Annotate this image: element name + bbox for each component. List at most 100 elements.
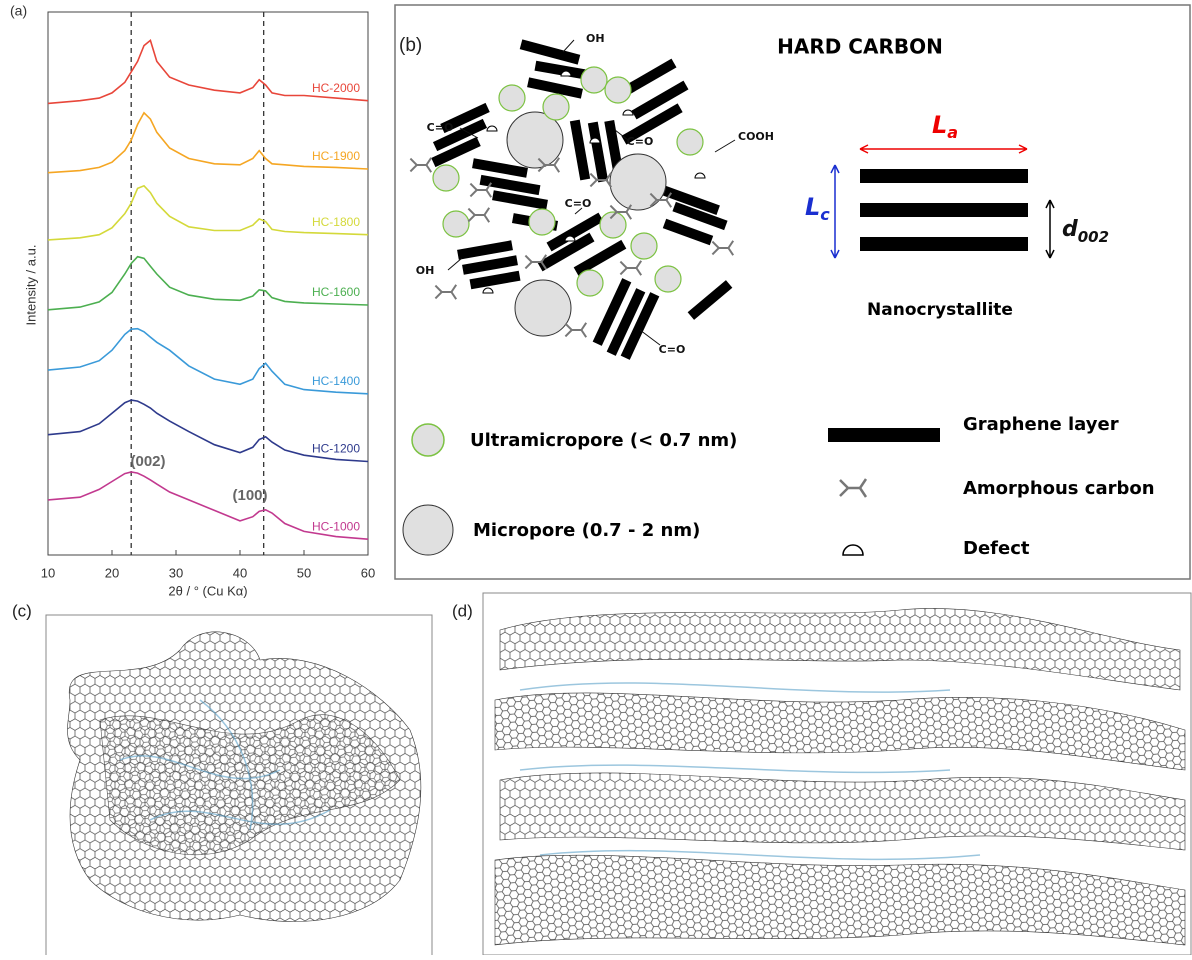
hard-carbon-structure xyxy=(409,39,735,360)
amorphous-carbon xyxy=(409,156,433,174)
ultramicropore xyxy=(442,210,470,238)
annotation: (100) xyxy=(232,487,267,504)
xrd-plot: 10 20 30 40 50 60 HC-2000 HC-1900 HC-1800 HC-1600… xyxy=(41,11,375,580)
amorphous-carbon xyxy=(619,259,643,277)
y-axis-title: Intensity / a.u. xyxy=(23,245,38,326)
group-label: C=O xyxy=(565,197,592,210)
graphene-sheet xyxy=(494,854,1186,946)
defect xyxy=(589,137,601,144)
functional-group-labels: OH C=O C=O COOH C=O OH C=O xyxy=(416,32,774,356)
subscript: c xyxy=(820,205,830,224)
graphene-layer xyxy=(457,240,513,260)
panel-label: (c) xyxy=(12,601,32,620)
legend: Ultramicropore (< 0.7 nm) Micropore (0.7… xyxy=(402,414,1155,559)
graphene-sheet xyxy=(499,608,1181,691)
graphene-layer xyxy=(519,39,581,65)
x-tick-label: 40 xyxy=(233,565,247,580)
graphene-layer xyxy=(587,121,609,183)
graphene-layer xyxy=(631,80,689,120)
graphene-layer xyxy=(660,185,720,215)
legend-label: Defect xyxy=(963,538,1030,559)
defect xyxy=(564,235,576,242)
series-line xyxy=(47,399,369,463)
graphene-layer xyxy=(534,60,586,80)
graphene-layer xyxy=(860,237,1028,251)
panel-label: (a) xyxy=(10,3,27,19)
graphene-layer xyxy=(546,212,604,252)
x-tick-label: 50 xyxy=(297,565,311,580)
defect xyxy=(694,172,706,179)
x-tick-label: 30 xyxy=(169,565,183,580)
graphene-network xyxy=(99,714,401,856)
graphene-layer xyxy=(569,119,591,181)
series-label: HC-1200 xyxy=(312,442,360,456)
graphene-layer xyxy=(620,292,660,360)
ultramicropore xyxy=(654,265,682,293)
panel-label: (d) xyxy=(452,601,473,620)
arrow xyxy=(1045,199,1055,259)
nanocrystallite: La Lc d002 Nanocrystallite xyxy=(805,111,1109,320)
legend-icon xyxy=(828,428,940,442)
legend-icon xyxy=(838,477,868,499)
caption: Nanocrystallite xyxy=(867,300,1013,320)
dimension-label: La xyxy=(932,111,958,142)
group-label: C=O xyxy=(627,135,654,148)
panel-label: (b) xyxy=(399,35,422,56)
series-label: HC-1400 xyxy=(312,374,360,388)
legend-label: Micropore (0.7 - 2 nm) xyxy=(473,520,700,541)
graphene-layer xyxy=(606,288,646,356)
ring-edge xyxy=(119,699,331,831)
graphene-layer xyxy=(687,280,733,320)
symbol: L xyxy=(932,111,947,139)
ultramicropore xyxy=(599,211,627,239)
graphene-layer xyxy=(527,77,583,99)
legend-icon xyxy=(842,544,864,556)
title: HARD CARBON xyxy=(777,35,943,59)
graphene-layer xyxy=(621,103,683,145)
graphene-layer xyxy=(672,201,728,231)
layered-model xyxy=(494,608,1186,946)
graphene-layer xyxy=(462,255,518,275)
graphene-layer xyxy=(440,102,490,134)
group-label: C=O xyxy=(427,121,454,134)
defect xyxy=(560,70,572,77)
legend-label: Amorphous carbon xyxy=(963,478,1155,499)
amorphous-carbon xyxy=(467,206,491,224)
arrow xyxy=(830,164,840,259)
x-tick-label: 10 xyxy=(41,565,55,580)
series-label: HC-1600 xyxy=(312,285,360,299)
ring-edge xyxy=(519,682,981,861)
defect xyxy=(486,125,498,132)
graphene-layer xyxy=(492,190,548,210)
dimension-label: Lc xyxy=(805,193,830,224)
series-line xyxy=(47,39,369,105)
ultramicropore xyxy=(576,269,604,297)
ultramicropore xyxy=(542,93,570,121)
graphene-layer xyxy=(860,203,1028,217)
panel-frame xyxy=(394,4,1191,580)
legend-label: Ultramicropore (< 0.7 nm) xyxy=(470,430,737,451)
graphene-layer xyxy=(573,239,627,277)
amorphous-carbon xyxy=(434,283,458,301)
ultramicropore xyxy=(604,76,632,104)
graphene-layer xyxy=(469,270,521,290)
x-axis-title: 2θ / ° (Cu Kα) xyxy=(168,583,247,598)
micropore xyxy=(514,279,572,337)
x-tick-label: 20 xyxy=(105,565,119,580)
series-label: HC-1800 xyxy=(312,215,360,229)
ultramicropore xyxy=(498,84,526,112)
series-line xyxy=(47,471,369,540)
ultramicropore xyxy=(580,66,608,94)
ultramicropore xyxy=(432,164,460,192)
graphene-layer xyxy=(432,118,488,152)
graphene-layer xyxy=(619,58,677,98)
series-line xyxy=(47,255,369,311)
series-line xyxy=(47,327,369,395)
amorphous-carbon xyxy=(564,321,588,339)
x-tick-label: 60 xyxy=(361,565,375,580)
arrow xyxy=(859,144,1028,154)
series-label: HC-1900 xyxy=(312,149,360,163)
defect xyxy=(622,109,634,116)
defect xyxy=(482,287,494,294)
